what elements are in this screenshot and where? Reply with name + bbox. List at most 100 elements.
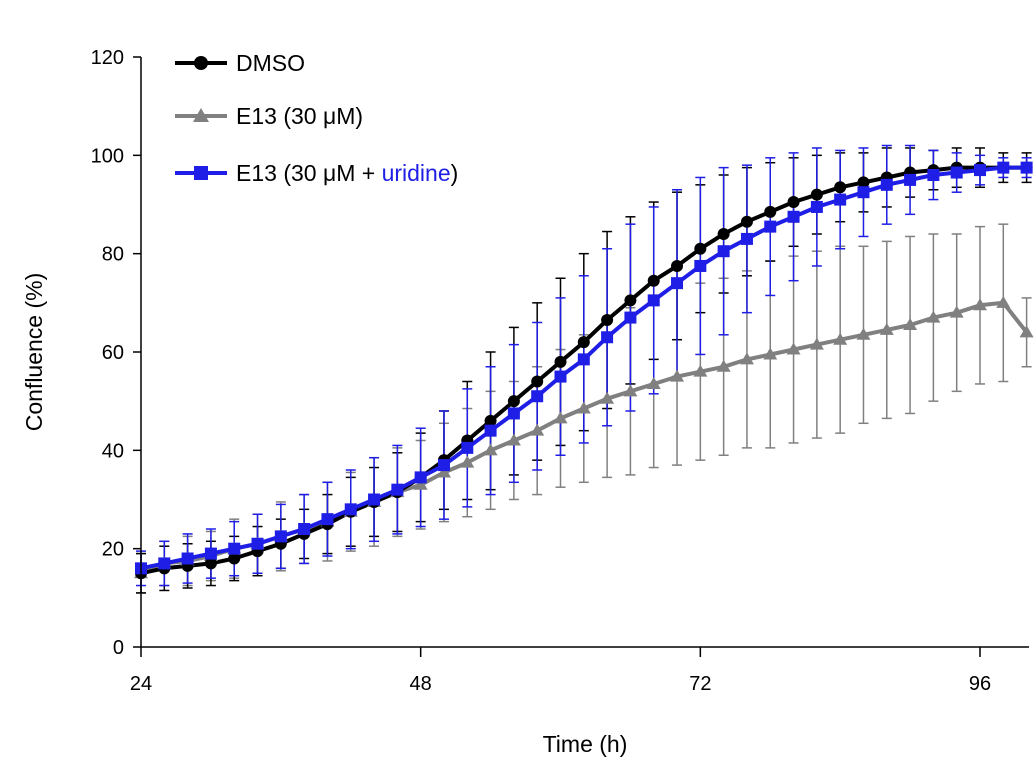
data-point	[391, 483, 404, 496]
data-point	[856, 327, 871, 340]
data-point	[717, 228, 730, 240]
data-point	[577, 353, 590, 366]
error-bars-layer	[136, 144, 1032, 594]
data-point	[949, 305, 964, 318]
data-point	[413, 477, 428, 490]
legend-item-dmso: DMSO	[175, 50, 305, 76]
data-point	[717, 245, 730, 258]
data-point	[787, 196, 800, 209]
legend-item-e13-uridine: E13 (30 μM + uridine)	[175, 160, 458, 186]
x-tick-label: 48	[410, 673, 432, 695]
data-point	[740, 232, 753, 245]
data-point	[623, 384, 638, 397]
data-point	[670, 369, 685, 382]
x-tick-label: 96	[969, 673, 991, 695]
data-point	[554, 355, 567, 368]
legend-label-e13: E13 (30 μM)	[236, 103, 363, 129]
data-point	[671, 259, 684, 272]
data-point	[694, 242, 707, 255]
data-point	[507, 395, 520, 408]
data-point	[530, 423, 545, 436]
data-point	[204, 547, 217, 560]
data-point	[506, 433, 521, 446]
data-point	[647, 294, 660, 307]
data-point	[1019, 325, 1034, 338]
legend-label-e13-uridine: E13 (30 μM + uridine)	[236, 160, 458, 186]
data-point	[344, 503, 357, 516]
y-axis-title: Confluence (%)	[21, 273, 47, 432]
data-point	[764, 205, 777, 218]
data-point	[1020, 161, 1033, 174]
data-point	[740, 215, 753, 228]
data-point	[693, 364, 708, 377]
data-point	[531, 390, 544, 403]
legend-marker-triangle	[193, 108, 209, 122]
y-tick-label: 0	[113, 637, 124, 659]
data-point	[484, 424, 497, 437]
data-point	[809, 337, 824, 350]
data-point	[834, 181, 847, 194]
legend-item-e13: E13 (30 μM)	[175, 103, 363, 129]
y-tick-label: 20	[102, 539, 124, 561]
data-point	[973, 298, 987, 311]
data-point	[787, 210, 800, 223]
legend: DMSO E13 (30 μM) E13 (30 μM + uridine)	[175, 50, 458, 186]
data-point	[857, 186, 870, 199]
data-point	[553, 411, 568, 424]
data-point	[904, 173, 917, 186]
data-point	[577, 336, 590, 349]
data-point	[671, 277, 684, 290]
data-point	[857, 176, 870, 189]
data-point	[484, 414, 497, 427]
y-tick-label: 80	[102, 244, 124, 266]
data-point	[414, 471, 427, 484]
data-point	[437, 459, 450, 472]
data-point	[251, 537, 264, 550]
data-point	[531, 375, 544, 388]
y-tick-label: 60	[102, 342, 124, 364]
data-point	[554, 370, 567, 383]
data-point	[298, 523, 311, 535]
axes-layer: 0 20 40 60 80 100 120 24 48 72 96	[91, 47, 1029, 695]
series-markers-layer	[134, 161, 1034, 580]
data-point	[997, 161, 1010, 174]
y-tick-label: 100	[91, 145, 124, 167]
data-point	[228, 542, 241, 555]
data-point	[321, 513, 334, 526]
y-tick-label: 120	[91, 47, 124, 69]
y-tick-label: 40	[102, 440, 124, 462]
data-point	[950, 166, 963, 179]
data-point	[996, 295, 1011, 308]
x-axis-title: Time (h)	[543, 731, 628, 757]
legend-label-uridine: uridine	[382, 160, 451, 186]
x-tick-label: 24	[130, 673, 152, 695]
data-point	[926, 310, 941, 323]
data-point	[624, 294, 637, 307]
data-point	[833, 332, 848, 345]
data-point	[763, 347, 778, 360]
data-point	[576, 401, 591, 414]
data-point	[436, 465, 451, 478]
data-point	[204, 557, 217, 570]
legend-label-suffix: )	[451, 160, 459, 186]
data-point	[601, 331, 614, 344]
data-point	[507, 407, 520, 420]
legend-marker-square	[194, 166, 208, 180]
data-point	[694, 259, 707, 272]
x-tick-label: 72	[689, 673, 711, 695]
data-point	[483, 443, 498, 456]
data-point	[228, 552, 241, 565]
legend-marker-circle	[194, 56, 208, 70]
data-point	[181, 552, 194, 565]
data-point	[810, 188, 823, 201]
data-point	[460, 455, 475, 468]
data-point	[624, 311, 637, 324]
data-point	[880, 178, 893, 191]
data-point	[158, 557, 171, 570]
data-point	[368, 493, 381, 506]
legend-label-dmso: DMSO	[236, 50, 305, 76]
data-point	[646, 376, 661, 389]
legend-label-prefix: E13 (30 μM +	[236, 160, 382, 186]
data-point	[834, 193, 847, 206]
data-point	[927, 169, 940, 181]
